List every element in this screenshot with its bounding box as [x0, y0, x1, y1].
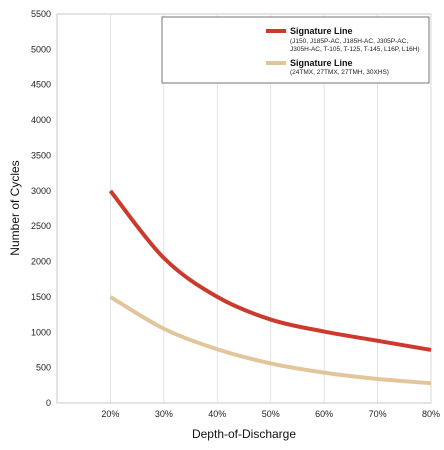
y-tick-label: 1000	[31, 327, 51, 337]
y-tick-label: 4500	[31, 80, 51, 90]
y-tick-labels: 0 500 1000 1500 2000 2500 3000 3500 4000 4500 5000…	[31, 9, 51, 408]
x-tick-labels: 20% 30% 40% 50% 60% 70% 80%	[101, 409, 440, 419]
x-tick-label: 20%	[101, 409, 119, 419]
x-tick-label: 40%	[208, 409, 226, 419]
y-tick-label: 5000	[31, 44, 51, 54]
y-tick-label: 3500	[31, 150, 51, 160]
x-tick-label: 80%	[422, 409, 440, 419]
x-axis-title: Depth-of-Discharge	[192, 427, 296, 441]
y-tick-label: 2500	[31, 221, 51, 231]
y-tick-label: 5500	[31, 9, 51, 19]
x-tick-label: 30%	[155, 409, 173, 419]
legend-models-0-line-1: (J150, J185P-AC, J185H-AC, J305P-AC,	[290, 38, 408, 45]
legend-box	[161, 16, 430, 84]
x-tick-label: 60%	[315, 409, 333, 419]
y-axis-title: Number of Cycles	[8, 160, 22, 255]
y-tick-label: 1500	[31, 292, 51, 302]
y-tick-label: 0	[46, 398, 51, 408]
x-tick-label: 50%	[262, 409, 280, 419]
y-tick-label: 2000	[31, 257, 51, 267]
legend-models-1: (24TMX, 27TMX, 27TMH, 30XHS)	[290, 69, 389, 76]
y-tick-label: 4000	[31, 115, 51, 125]
series-line-1	[109, 295, 432, 386]
series-line-0	[108, 189, 432, 352]
y-tick-label: 500	[36, 363, 51, 373]
series-lines	[108, 189, 432, 386]
legend-label-1: Signature Line	[290, 58, 353, 68]
legend: Signature Line (J150, J185P-AC, J185H-AC…	[161, 16, 430, 84]
legend-models-0-line-2: J305H-AC, T-105, T-125, T-145, L16P, L16…	[290, 46, 420, 53]
y-tick-label: 3000	[31, 186, 51, 196]
x-tick-label: 70%	[369, 409, 387, 419]
legend-label-0: Signature Line	[290, 26, 353, 36]
